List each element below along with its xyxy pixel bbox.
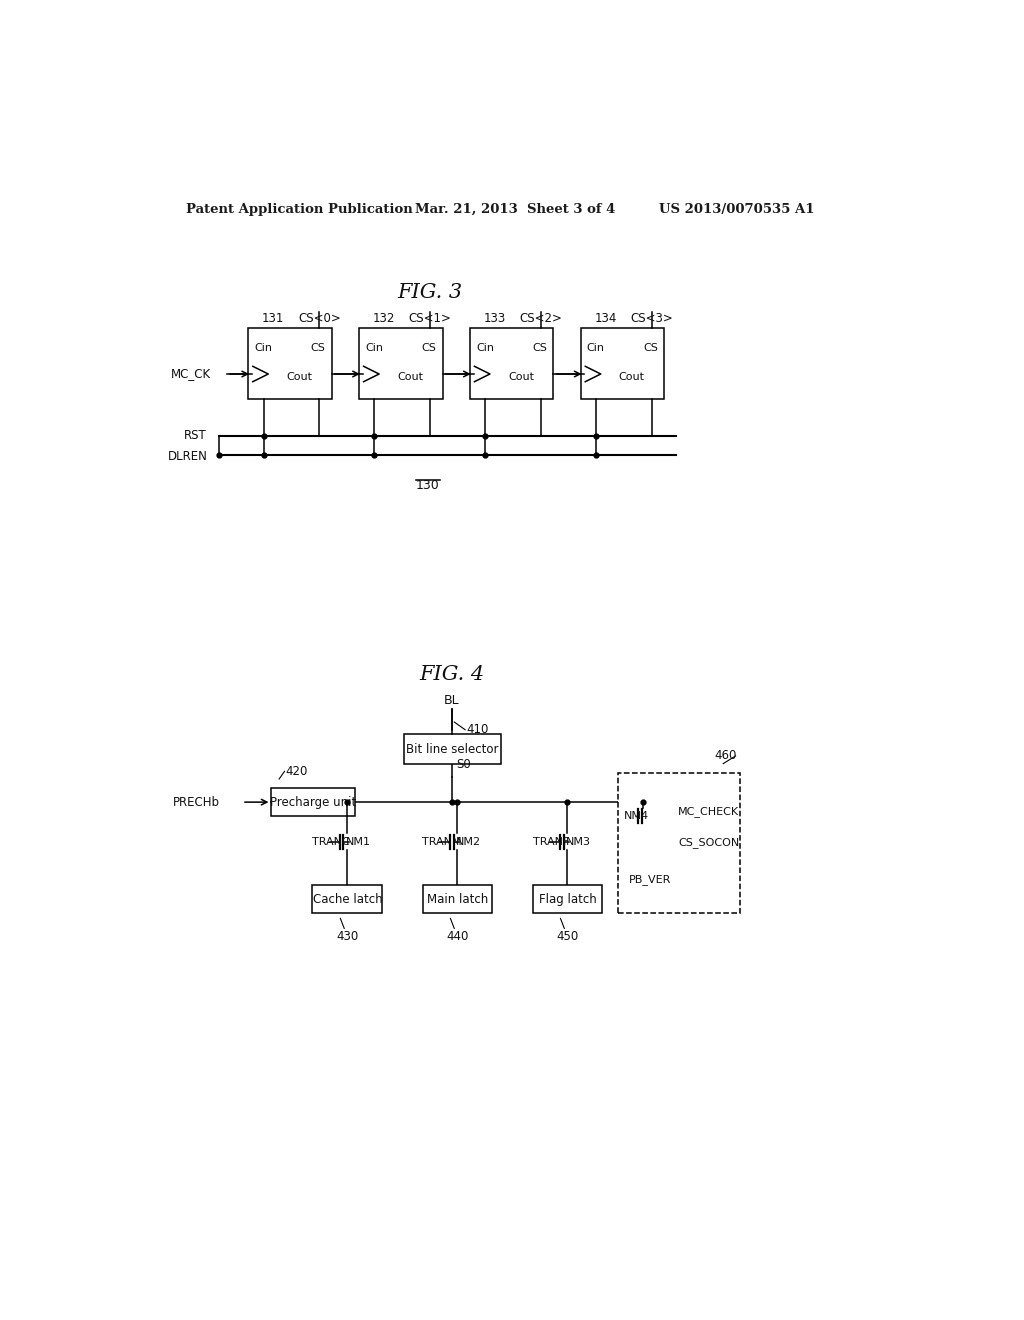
Text: 130: 130: [416, 479, 439, 492]
Text: Cout: Cout: [508, 372, 534, 383]
Text: MC_CK: MC_CK: [171, 367, 211, 380]
Text: RST: RST: [183, 429, 207, 442]
Text: FIG. 4: FIG. 4: [420, 665, 484, 684]
Text: 133: 133: [483, 312, 506, 325]
Text: PB_VER: PB_VER: [629, 874, 671, 884]
Text: NM2: NM2: [456, 837, 481, 847]
Text: TRANF: TRANF: [532, 837, 569, 847]
Bar: [248, 327, 332, 399]
Text: BL: BL: [444, 693, 460, 706]
Text: NM1: NM1: [346, 837, 371, 847]
Text: NM4: NM4: [624, 810, 649, 821]
Text: 440: 440: [446, 929, 469, 942]
Text: Cin: Cin: [366, 343, 383, 354]
Text: CS: CS: [422, 343, 436, 354]
Text: CS<0>: CS<0>: [298, 312, 341, 325]
Text: S0: S0: [456, 758, 471, 771]
Text: 420: 420: [286, 764, 307, 777]
Text: Cin: Cin: [476, 343, 494, 354]
Text: Precharge unit: Precharge unit: [270, 796, 356, 809]
Text: FIG. 3: FIG. 3: [397, 284, 463, 302]
Text: 430: 430: [336, 929, 358, 942]
Text: 132: 132: [373, 312, 395, 325]
Text: PRECHb: PRECHb: [173, 796, 220, 809]
Bar: [423, 886, 493, 913]
Text: CS: CS: [643, 343, 658, 354]
Text: CS<3>: CS<3>: [631, 312, 673, 325]
Text: Patent Application Publication: Patent Application Publication: [186, 203, 413, 216]
Text: MC_CHECK: MC_CHECK: [678, 807, 739, 817]
Bar: [617, 774, 740, 913]
Text: 131: 131: [262, 312, 285, 325]
Text: Main latch: Main latch: [427, 894, 488, 907]
Text: CS_SOCON: CS_SOCON: [678, 837, 739, 847]
Text: CS<2>: CS<2>: [519, 312, 562, 325]
Bar: [271, 788, 355, 816]
Bar: [403, 734, 501, 763]
Text: Cache latch: Cache latch: [312, 894, 382, 907]
Bar: [470, 327, 554, 399]
Text: US 2013/0070535 A1: US 2013/0070535 A1: [658, 203, 814, 216]
Text: 134: 134: [595, 312, 616, 325]
Text: CS<1>: CS<1>: [409, 312, 452, 325]
Text: DLREN: DLREN: [168, 450, 208, 463]
Text: Bit line selector: Bit line selector: [406, 743, 499, 756]
Text: 460: 460: [714, 750, 736, 763]
Text: Cout: Cout: [287, 372, 312, 383]
Text: TRANC: TRANC: [312, 837, 350, 847]
Text: Cout: Cout: [618, 372, 645, 383]
Text: CS: CS: [310, 343, 326, 354]
Text: CS: CS: [532, 343, 547, 354]
Bar: [359, 327, 442, 399]
Text: Flag latch: Flag latch: [539, 894, 596, 907]
Text: Cin: Cin: [254, 343, 272, 354]
Bar: [312, 886, 382, 913]
Bar: [581, 327, 665, 399]
Text: 450: 450: [556, 929, 579, 942]
Text: 410: 410: [466, 723, 488, 737]
Bar: [532, 886, 602, 913]
Text: TRANM: TRANM: [423, 837, 462, 847]
Text: Cout: Cout: [397, 372, 423, 383]
Text: Mar. 21, 2013  Sheet 3 of 4: Mar. 21, 2013 Sheet 3 of 4: [415, 203, 615, 216]
Text: NM3: NM3: [566, 837, 591, 847]
Text: Cin: Cin: [587, 343, 605, 354]
